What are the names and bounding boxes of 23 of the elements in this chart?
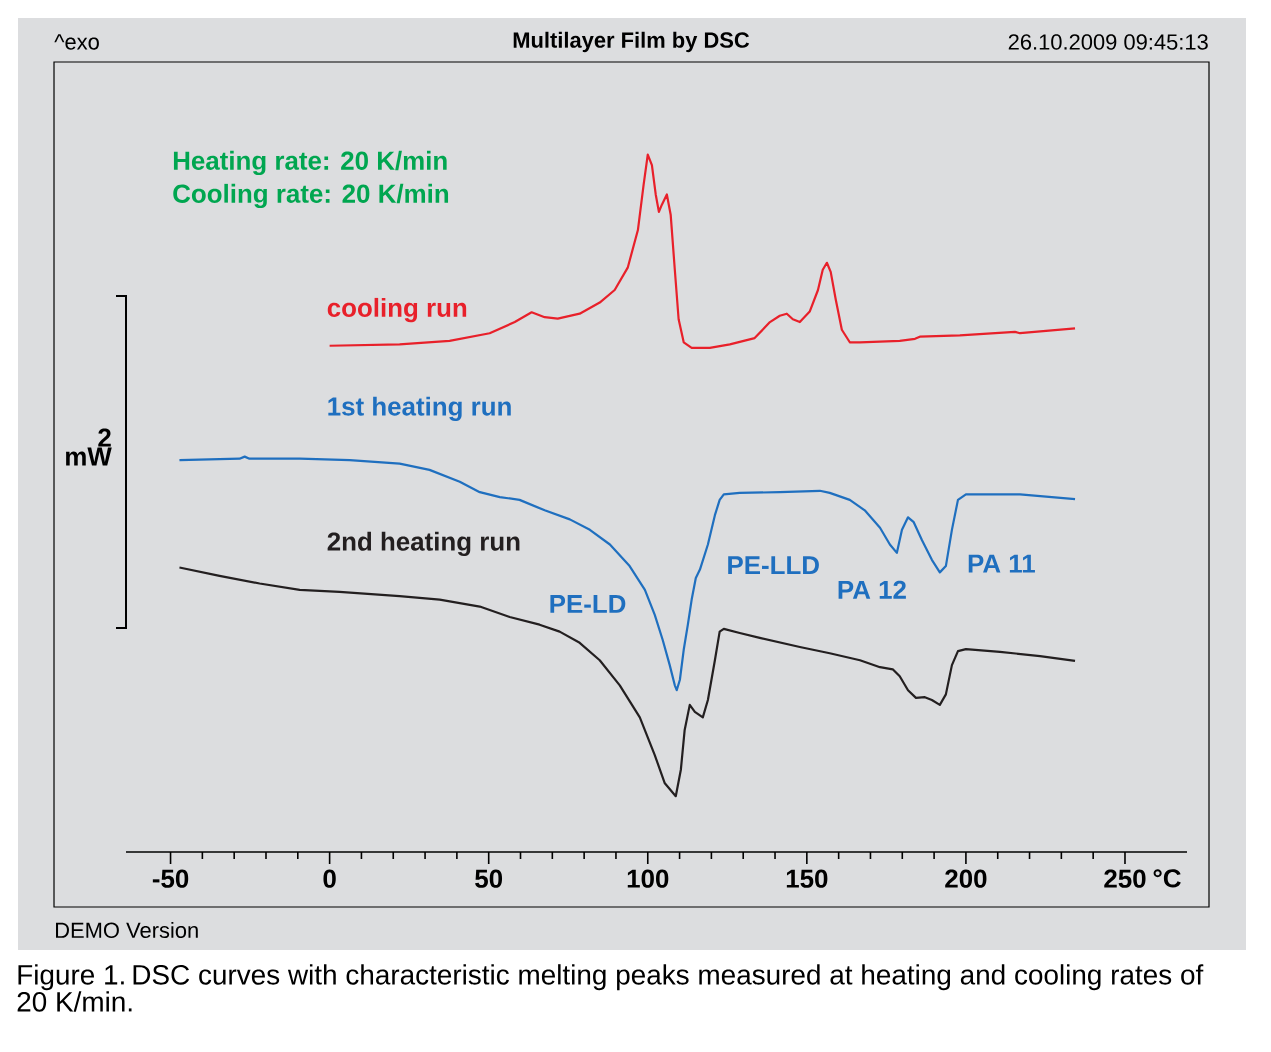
annotation: Heating rate: 20 K/min	[173, 150, 447, 176]
series-label: 1st heating run	[328, 396, 511, 421]
x-tick-label: 100	[627, 869, 669, 888]
chart-title: Multilayer Film by DSC	[513, 31, 750, 53]
x-tick-label: 0	[323, 869, 336, 888]
annotation: PE-LD	[550, 595, 626, 613]
x-tick-label: 200	[945, 869, 987, 888]
series-label: 2nd heating run	[327, 531, 520, 557]
annotation: Cooling rate: 20 K/min	[173, 183, 449, 209]
annotation: PE-LLD	[728, 556, 819, 575]
annotation: PA 11	[968, 554, 1035, 573]
x-tick-label: 50	[475, 869, 503, 888]
x-tick-label: 150	[786, 869, 828, 888]
annotation: PA 12	[838, 580, 906, 599]
x-tick-label: -50	[152, 869, 189, 888]
x-axis-title: °C	[1153, 869, 1181, 888]
x-tick-label: 250	[1104, 869, 1146, 888]
text: 26.10.2009 09:45:13	[1008, 34, 1208, 50]
text: DEMO Version	[56, 921, 198, 939]
series-label: cooling run	[327, 297, 467, 323]
text: ^exo	[54, 34, 99, 50]
caption: Figure 1. DSC curves with characteristic melting peaks measured at heating and cooling rates of 20 K/min.	[17, 964, 1204, 1012]
text: 2 mW	[66, 428, 112, 466]
